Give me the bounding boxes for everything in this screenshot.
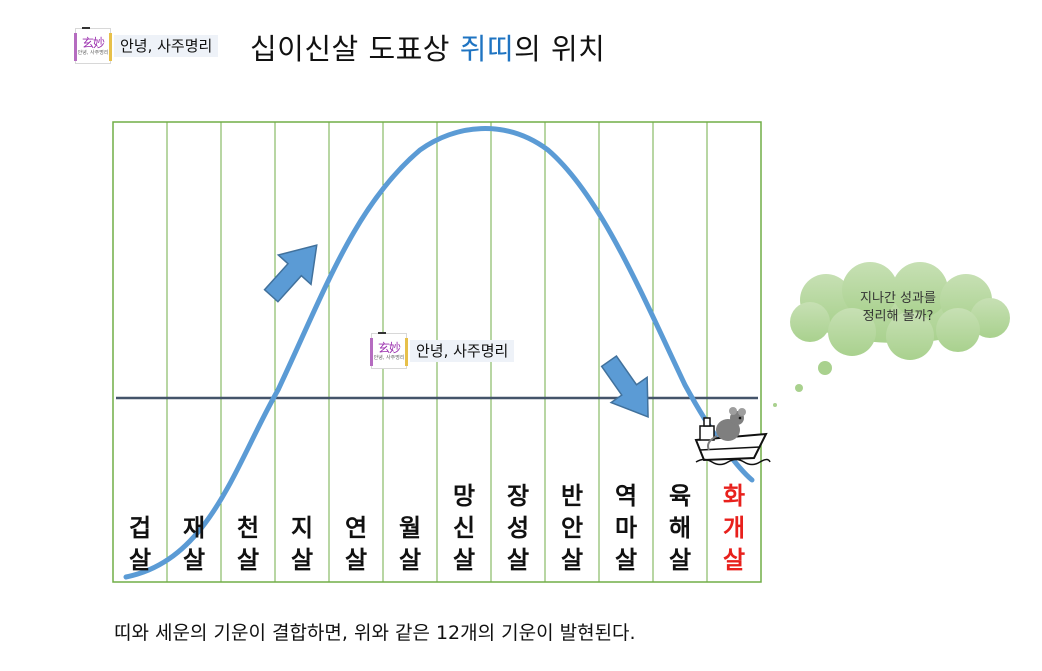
column-label-line3: 살 [722, 546, 746, 574]
logo-icon: 玄妙 안녕, 사주명리 [74, 27, 112, 64]
column-label-line1 [329, 482, 383, 514]
column-label-line2: 개 [722, 514, 746, 542]
column-label-line2: 지 [290, 514, 314, 542]
column-label-line3: 살 [344, 546, 368, 574]
column-label-line2: 안 [560, 514, 584, 542]
column-label-line2: 해 [668, 514, 692, 542]
column-label-line3: 살 [128, 546, 152, 574]
column-label-line1 [383, 482, 437, 514]
column-label-line1 [113, 482, 167, 514]
column-label-line1 [167, 482, 221, 514]
mouse-on-ship-icon [694, 407, 771, 466]
column-label-line2: 연 [344, 514, 368, 542]
column-label-line3: 살 [614, 546, 638, 574]
caption: 띠와 세운의 기운이 결합하면, 위와 같은 12개의 기운이 발현된다. [114, 622, 636, 644]
logo-subtext: 안녕, 사주명리 [77, 49, 109, 56]
column-label-line3: 살 [560, 546, 584, 574]
column-label-line3: 살 [506, 546, 530, 574]
column-label-line2: 겁 [128, 514, 152, 542]
watermark-tag: 안녕, 사주명리 [410, 340, 515, 362]
thought-bubble-icon [773, 262, 1010, 407]
column-label-line3: 살 [668, 546, 692, 574]
column-label-line1: 망 [452, 482, 476, 510]
column-label-line1: 역 [614, 482, 638, 510]
column-label-line2: 월 [398, 514, 422, 542]
column-label-line1: 장 [506, 482, 530, 510]
page-title: 십이신살 도표상 쥐띠의 위치 [250, 26, 605, 68]
column-label-line2: 천 [236, 514, 260, 542]
column-label-line1: 반 [560, 482, 584, 510]
column-label-line2: 마 [614, 514, 638, 542]
watermark-logo-icon: 玄妙 안녕, 사주명리 [370, 332, 408, 369]
column-label-line3: 살 [236, 546, 260, 574]
brand-tag: 안녕, 사주명리 [114, 35, 219, 57]
column-label-line3: 살 [182, 546, 206, 574]
bubble-line2: 정리해 볼까? [862, 309, 934, 324]
down-arrow-icon [600, 355, 649, 419]
column-grid [112, 121, 762, 583]
title-highlight: 쥐띠 [459, 32, 515, 66]
column-label-line1: 화 [722, 482, 746, 510]
column-label-line2: 성 [506, 514, 530, 542]
watermark-logo-glyph: 玄妙 [377, 340, 401, 355]
column-label-line3: 살 [290, 546, 314, 574]
watermark-logo-subtext: 안녕, 사주명리 [373, 354, 405, 361]
column-label-line1: 육 [668, 482, 692, 510]
column-label-line1 [275, 482, 329, 514]
column-label-line2: 신 [452, 514, 476, 542]
column-label-line2: 재 [182, 514, 206, 542]
bubble-line1: 지나간 성과를 [860, 291, 936, 306]
title-part2: 의 위치 [514, 32, 606, 66]
up-arrow-icon [263, 244, 318, 303]
bubble-text: 지나간 성과를 정리해 볼까? [808, 290, 988, 326]
energy-curve [123, 126, 755, 580]
logo-glyph: 玄妙 [81, 35, 105, 50]
title-part1: 십이신살 도표상 [250, 32, 460, 66]
column-label-line3: 살 [398, 546, 422, 574]
column-label-line3: 살 [452, 546, 476, 574]
column-label-line1 [221, 482, 275, 514]
